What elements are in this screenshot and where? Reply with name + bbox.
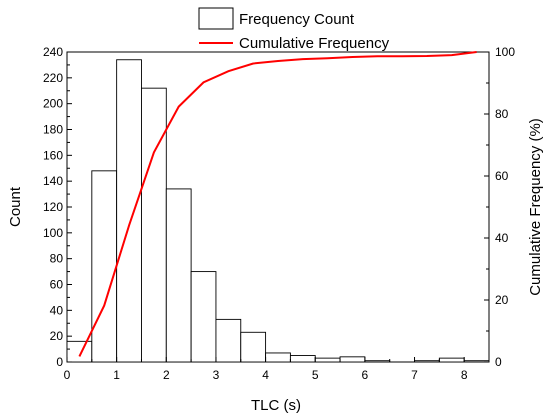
y2-tick-label-2: 40 xyxy=(495,231,509,245)
x-tick-label-5: 5 xyxy=(312,368,319,382)
bar-7 xyxy=(240,331,267,363)
y-axis-label: Count xyxy=(7,186,24,227)
y-tick-label-5: 100 xyxy=(43,226,63,240)
bar-4 xyxy=(165,188,192,363)
y-tick-label-11: 220 xyxy=(43,71,63,85)
x-tick-label-6: 6 xyxy=(362,368,369,382)
bar-9 xyxy=(289,355,316,363)
x-tick-label-8: 8 xyxy=(461,368,468,382)
x-tick-label-3: 3 xyxy=(213,368,220,382)
bars xyxy=(66,59,490,363)
x-axis-ticks: 0 1 2 3 4 5 6 7 8 xyxy=(64,357,468,382)
bar-2 xyxy=(116,59,142,363)
y-tick-label-9: 180 xyxy=(43,123,63,137)
x-tick-label-0: 0 xyxy=(64,368,71,382)
legend-swatch-frequency-count xyxy=(198,7,234,30)
legend: Frequency Count Cumulative Frequency xyxy=(198,7,390,52)
y-tick-label-7: 140 xyxy=(43,174,63,188)
y-tick-label-10: 200 xyxy=(43,97,63,111)
legend-label-cumulative-frequency: Cumulative Frequency xyxy=(239,35,390,52)
bar-12 xyxy=(364,360,391,363)
y-tick-label-4: 80 xyxy=(50,252,64,266)
x-tick-label-4: 4 xyxy=(262,368,269,382)
y2-tick-label-0: 0 xyxy=(495,355,502,369)
legend-label-frequency-count: Frequency Count xyxy=(239,11,355,28)
y2-tick-label-3: 60 xyxy=(495,169,509,183)
bar-10 xyxy=(314,357,341,363)
y-tick-label-8: 160 xyxy=(43,148,63,162)
y2-axis-ticks: 0 20 40 60 80 100 xyxy=(484,45,515,369)
bar-14 xyxy=(414,360,440,363)
bar-11 xyxy=(339,356,366,363)
bar-1 xyxy=(91,170,118,363)
x-tick-label-7: 7 xyxy=(411,368,418,382)
bar-15 xyxy=(438,357,465,363)
cumulative-line-group xyxy=(78,51,477,357)
bar-6 xyxy=(215,318,242,363)
y-tick-label-2: 40 xyxy=(50,303,64,317)
y-tick-label-1: 20 xyxy=(50,329,64,343)
y-axis-ticks: 0 20 40 60 80 100 120 140 160 180 200 220 240 xyxy=(43,45,72,369)
bar-8 xyxy=(265,352,291,363)
bar-5 xyxy=(190,271,217,363)
y-tick-label-12: 240 xyxy=(43,45,63,59)
y2-tick-label-4: 80 xyxy=(495,107,509,121)
x-tick-label-2: 2 xyxy=(163,368,170,382)
y2-axis-label: Cumulative Frequency (%) xyxy=(527,118,544,296)
x-tick-label-1: 1 xyxy=(113,368,120,382)
cumulative-frequency-line xyxy=(78,51,477,357)
bar-0 xyxy=(66,340,93,363)
x-axis-label: TLC (s) xyxy=(251,397,301,414)
bar-3 xyxy=(141,87,167,363)
y-tick-label-0: 0 xyxy=(56,355,63,369)
y2-tick-label-1: 20 xyxy=(495,293,509,307)
y2-tick-label-5: 100 xyxy=(495,45,515,59)
y-tick-label-6: 120 xyxy=(43,200,63,214)
y-tick-label-3: 60 xyxy=(50,278,64,292)
